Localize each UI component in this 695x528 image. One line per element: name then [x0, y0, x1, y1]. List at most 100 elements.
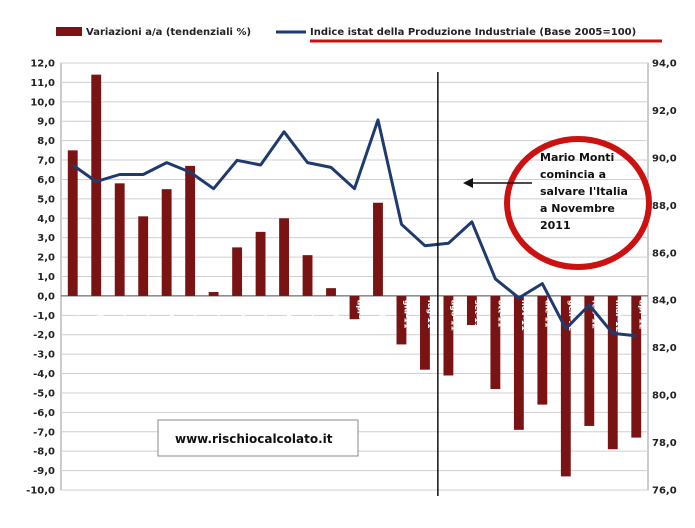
- category-label: gen-12: [567, 300, 576, 331]
- bar: [185, 165, 196, 296]
- right-tick-label: 92,0: [652, 106, 677, 117]
- bar: [208, 292, 219, 296]
- category-label: apr-10: [74, 300, 83, 330]
- right-tick-label: 76,0: [652, 486, 677, 497]
- right-tick-label: 94,0: [652, 59, 677, 70]
- bar: [255, 231, 266, 296]
- left-tick-label: -10,0: [26, 486, 55, 497]
- right-tick-label: 78,0: [652, 438, 677, 449]
- left-tick-label: 11,0: [30, 78, 55, 89]
- left-tick-label: 8,0: [37, 136, 55, 147]
- category-label: apr-12: [637, 300, 646, 330]
- left-tick-label: 3,0: [37, 233, 55, 244]
- bar: [420, 295, 430, 370]
- left-tick-label: -2,0: [33, 330, 55, 341]
- category-label: ago-11: [449, 300, 458, 332]
- bar: [631, 295, 642, 438]
- legend-swatch-bar: [56, 27, 82, 36]
- category-label: set-11: [473, 300, 482, 329]
- bar: [490, 295, 501, 390]
- bar: [396, 295, 407, 345]
- bar: [513, 295, 524, 430]
- category-label: nov-10: [238, 300, 247, 331]
- left-tick-label: 5,0: [37, 194, 55, 205]
- left-tick-label: 4,0: [37, 214, 55, 225]
- bar: [138, 216, 149, 296]
- bar: [443, 295, 454, 376]
- left-tick-label: -1,0: [33, 311, 55, 322]
- watermark-box: [157, 419, 359, 457]
- annotation: Mario Monti comincia a salvare l'Italia …: [463, 136, 652, 270]
- bar: [114, 183, 125, 296]
- annotation-line-5: 2011: [540, 219, 571, 232]
- category-label: mar-11: [332, 300, 341, 333]
- left-tick-label: -4,0: [33, 369, 55, 380]
- watermark: www.rischiocalcolato.it: [157, 419, 359, 457]
- annotation-circle: [504, 136, 652, 270]
- bar-series: [67, 74, 642, 477]
- left-tick-label: 7,0: [37, 156, 55, 167]
- annotation-arrowhead: [463, 178, 473, 188]
- left-tick-label: -3,0: [33, 350, 55, 361]
- left-tick-label: 6,0: [37, 175, 55, 186]
- bar: [326, 288, 336, 296]
- category-label: nov-11: [520, 300, 529, 331]
- left-tick-label: 0,0: [37, 291, 55, 302]
- grid-lines: [60, 62, 649, 491]
- bar: [232, 247, 243, 296]
- bar: [607, 295, 618, 450]
- category-label: ago-10: [168, 300, 177, 332]
- bar: [349, 295, 360, 320]
- bar: [373, 202, 383, 296]
- legend: Variazioni a/a (tendenziali %) Indice is…: [56, 27, 662, 43]
- category-label: dic-11: [543, 300, 552, 328]
- left-tick-label: -7,0: [33, 427, 55, 438]
- legend-label-line: Indice istat della Produzione Industrial…: [310, 27, 636, 38]
- left-tick-label: -5,0: [33, 388, 55, 399]
- bar: [560, 295, 571, 477]
- index-line: [71, 118, 637, 338]
- left-tick-label: 2,0: [37, 253, 55, 264]
- category-label: ott-11: [496, 300, 505, 328]
- left-tick-label: -8,0: [33, 447, 55, 458]
- left-tick-label: 10,0: [30, 97, 55, 108]
- bar: [67, 150, 78, 296]
- category-label: gen-11: [285, 300, 294, 332]
- category-label: feb-12: [590, 300, 599, 329]
- right-tick-label: 82,0: [652, 343, 677, 354]
- category-label: lug-11: [426, 300, 435, 329]
- left-tick-label: -9,0: [33, 466, 55, 477]
- bar: [279, 218, 289, 296]
- category-label: dic-10: [262, 300, 271, 328]
- category-label: apr-11: [356, 300, 365, 330]
- category-label: feb-11: [309, 300, 318, 330]
- right-tick-label: 90,0: [652, 153, 677, 164]
- left-axis: 12,0 11,0 10,0 9,0 8,0 7,0 6,0 5,0 4,0 3,0 2,0 1,0 0…: [26, 59, 55, 497]
- annotation-line-3: salvare l'Italia: [540, 185, 628, 198]
- category-label: lug-10: [144, 300, 153, 329]
- right-tick-label: 86,0: [652, 248, 677, 259]
- bar: [161, 189, 172, 296]
- left-tick-label: 12,0: [30, 59, 55, 70]
- right-axis: 94,0 92,0 90,0 88,0 86,0 84,0 82,0 80,0 78,0 76,0: [652, 59, 677, 497]
- category-label: set-10: [191, 300, 200, 329]
- category-labels: apr-10 mag-10 giu-10 lug-10 ago-10 set-10 ott-…: [74, 300, 647, 334]
- annotation-line-4: a Novembre: [540, 202, 615, 215]
- category-label: mag-11: [379, 300, 388, 334]
- left-tick-label: 9,0: [37, 117, 55, 128]
- category-label: giu-10: [121, 300, 130, 329]
- left-tick-label: 1,0: [37, 272, 55, 283]
- bar: [302, 255, 313, 296]
- bar: [584, 295, 595, 426]
- left-tick-label: -6,0: [33, 408, 55, 419]
- category-label: ott-10: [215, 300, 224, 328]
- category-label: giu-11: [402, 300, 411, 329]
- legend-label-bar: Variazioni a/a (tendenziali %): [86, 27, 251, 38]
- annotation-line-1: Mario Monti: [540, 151, 614, 164]
- right-tick-label: 80,0: [652, 391, 677, 402]
- category-label: mar-12: [614, 300, 623, 332]
- bar: [537, 295, 548, 405]
- bar: [466, 295, 477, 326]
- right-tick-label: 88,0: [652, 201, 677, 212]
